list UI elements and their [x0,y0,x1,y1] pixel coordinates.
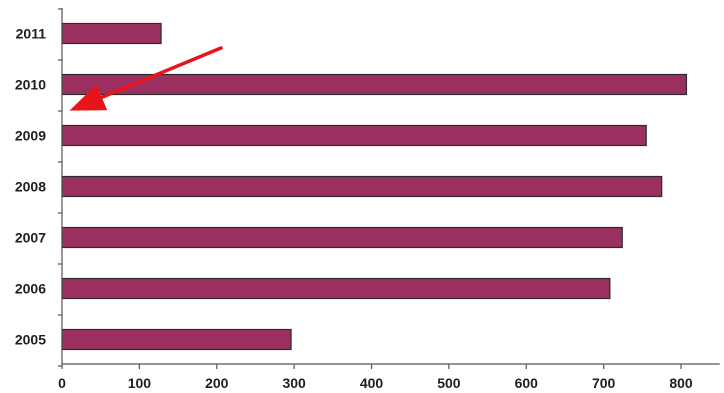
x-tick-label-400: 400 [360,375,384,391]
y-tick-label-2009: 2009 [15,128,46,144]
bars-group [61,22,688,351]
y-tick-label-2011: 2011 [16,26,47,42]
x-tick-label-800: 800 [669,375,693,391]
bar-2010 [61,73,688,96]
bar-2008 [61,175,663,198]
x-tick-label-700: 700 [592,375,616,391]
y-tick-labels: 2011 2010 2009 2008 2007 2006 2005 [15,26,46,348]
annotations [69,46,223,111]
x-tick-label-500: 500 [437,375,461,391]
x-tick-labels: 0 100 200 300 400 500 600 700 800 [58,375,693,391]
y-tick-label-2008: 2008 [15,179,46,195]
x-tick-label-0: 0 [58,375,66,391]
bar-2011 [61,22,162,45]
x-tick-label-300: 300 [282,375,306,391]
bar-2009 [61,124,647,147]
y-tick-label-2010: 2010 [15,77,46,93]
bar-2005 [61,328,292,351]
bar-2007 [61,226,623,249]
x-tick-label-600: 600 [515,375,539,391]
y-tick-label-2005: 2005 [15,332,46,348]
axes [58,8,720,369]
x-tick-label-100: 100 [128,375,152,391]
y-tick-label-2007: 2007 [15,230,46,246]
y-tick-label-2006: 2006 [15,281,46,297]
x-tick-label-200: 200 [205,375,229,391]
bar-2006 [61,277,611,300]
red-arrow-annotation [69,46,223,111]
